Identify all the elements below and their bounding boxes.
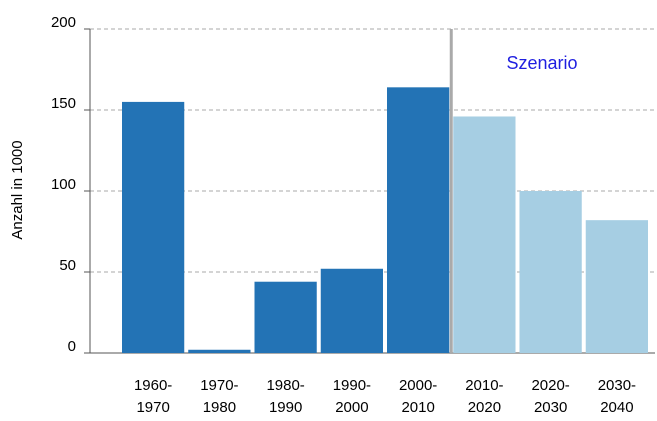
y-tick-label: 100 bbox=[51, 176, 76, 193]
x-tick-label: 1980- 1990 bbox=[266, 377, 305, 416]
bar bbox=[387, 87, 450, 353]
x-tick-label: 1960- 1970 bbox=[133, 377, 173, 416]
y-tick-label: 0 bbox=[68, 338, 76, 355]
x-tick-label: 1990- 2000 bbox=[332, 377, 372, 416]
bar bbox=[320, 268, 383, 353]
bar bbox=[254, 281, 317, 353]
y-tick-label: 200 bbox=[51, 14, 76, 31]
y-tick-label: 50 bbox=[59, 257, 76, 274]
bar bbox=[122, 101, 185, 354]
x-tick-label: 1970- 1980 bbox=[200, 377, 239, 416]
bar bbox=[453, 116, 516, 353]
x-tick-label: 2000- 2010 bbox=[398, 377, 438, 416]
y-axis-title: Anzahl in 1000 bbox=[9, 140, 26, 239]
bar bbox=[585, 220, 648, 353]
y-tick-label: 150 bbox=[51, 95, 76, 112]
bar bbox=[188, 349, 251, 353]
x-tick-label: 2030- 2040 bbox=[597, 377, 637, 416]
bar bbox=[519, 191, 582, 353]
x-tick-label: 2020- 2030 bbox=[531, 377, 570, 416]
annotation: Szenario bbox=[506, 53, 577, 73]
x-tick-label: 2010- 2020 bbox=[465, 377, 504, 416]
